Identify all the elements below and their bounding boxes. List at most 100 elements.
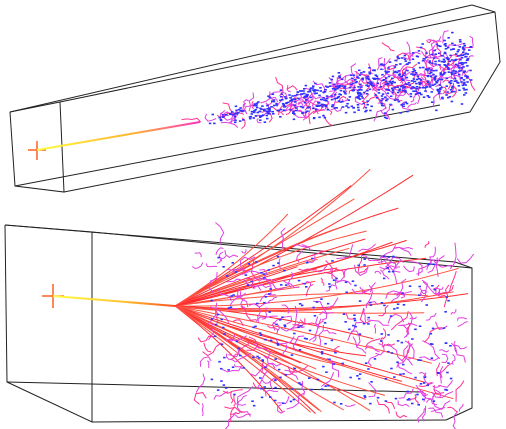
hit <box>363 71 366 73</box>
hit <box>459 46 462 48</box>
hit <box>383 278 386 280</box>
hit <box>250 281 253 283</box>
hit <box>289 100 292 102</box>
hit <box>229 114 232 116</box>
hit <box>462 62 465 64</box>
hit <box>277 256 280 258</box>
hit <box>433 57 436 59</box>
hit <box>398 101 401 103</box>
hit <box>225 387 228 389</box>
hit <box>272 93 275 95</box>
track <box>204 343 211 352</box>
shower <box>175 31 475 429</box>
hit <box>458 85 461 87</box>
hit <box>275 104 278 106</box>
hit <box>404 55 407 57</box>
hit <box>458 74 461 76</box>
hit <box>374 358 377 360</box>
hit <box>306 96 309 98</box>
hit <box>336 88 339 90</box>
hit <box>386 84 389 86</box>
hit <box>396 86 399 88</box>
hit <box>418 404 421 406</box>
hit <box>404 91 407 93</box>
hit <box>392 256 395 258</box>
hit <box>443 59 446 61</box>
hit <box>333 84 336 86</box>
hit <box>300 384 303 386</box>
hit <box>383 305 386 307</box>
hit <box>255 261 258 263</box>
track <box>238 404 246 405</box>
hit <box>389 104 392 106</box>
hit <box>254 326 256 328</box>
track <box>235 414 251 417</box>
hit <box>218 117 221 119</box>
hit <box>284 326 287 328</box>
hit <box>411 338 414 340</box>
hit <box>299 349 302 351</box>
hit <box>424 376 427 378</box>
hit <box>427 385 430 387</box>
hit <box>398 74 401 76</box>
hit <box>435 70 438 72</box>
hit <box>340 94 343 96</box>
hit <box>354 285 357 287</box>
track <box>319 325 324 346</box>
track <box>384 345 403 362</box>
hit <box>223 333 226 335</box>
hit <box>387 93 390 95</box>
hit <box>279 377 282 379</box>
hit <box>268 293 271 295</box>
hit <box>356 76 359 78</box>
hit <box>451 86 454 88</box>
hit <box>462 47 465 49</box>
hit <box>235 106 238 108</box>
hit <box>359 84 362 86</box>
hit <box>285 374 288 376</box>
hit <box>441 98 444 100</box>
hit <box>236 341 239 343</box>
hit <box>385 81 388 83</box>
hit <box>211 300 214 302</box>
hit <box>395 64 398 66</box>
hit <box>341 363 344 365</box>
hit <box>209 123 212 125</box>
track <box>324 115 333 126</box>
hit <box>266 110 269 112</box>
hit <box>357 96 360 98</box>
hit <box>242 110 245 112</box>
hit <box>353 87 356 89</box>
hit <box>322 366 325 368</box>
hit <box>429 73 432 75</box>
hit <box>357 90 360 92</box>
hit <box>399 88 402 90</box>
hit <box>439 46 442 48</box>
hit <box>255 103 258 105</box>
hit <box>295 110 298 112</box>
hit <box>397 340 400 342</box>
hit <box>294 101 297 103</box>
hit <box>232 366 235 368</box>
hit <box>367 85 370 87</box>
hit <box>281 93 284 95</box>
track <box>437 363 440 377</box>
hit <box>222 114 225 116</box>
hit <box>417 56 420 58</box>
hit <box>350 74 353 76</box>
hit <box>264 339 267 341</box>
hit <box>387 89 390 91</box>
track <box>404 346 413 366</box>
hit <box>301 305 304 307</box>
hit <box>446 372 449 374</box>
hit <box>450 83 453 85</box>
hit <box>284 96 287 98</box>
hit <box>253 112 256 114</box>
hit <box>346 103 349 105</box>
hit <box>300 325 303 327</box>
hit <box>353 314 356 316</box>
hit <box>431 101 434 103</box>
hit <box>434 61 437 63</box>
hit <box>280 89 283 91</box>
hit <box>303 88 306 90</box>
